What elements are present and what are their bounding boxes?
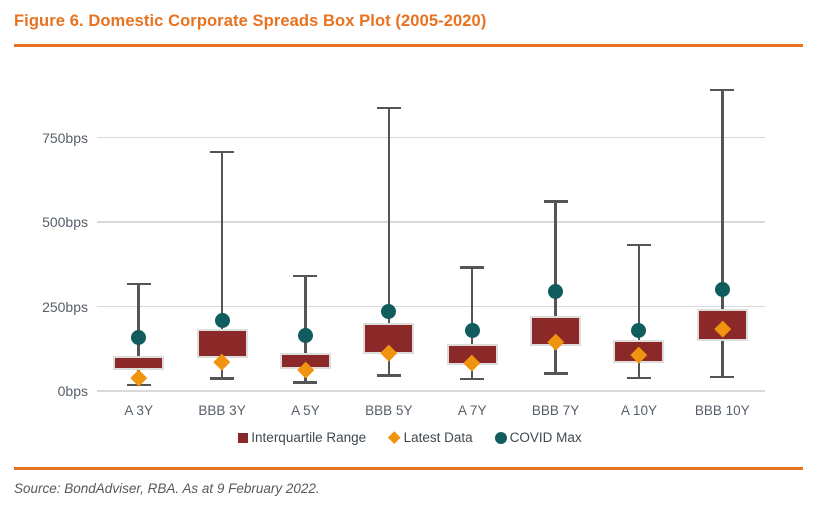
y-axis-tick-label: 750bps — [42, 129, 88, 146]
whisker-cap-min — [626, 376, 651, 380]
whisker-cap-min — [376, 374, 401, 377]
gridline-750bps — [97, 136, 765, 139]
legend-label: COVID Max — [509, 430, 582, 445]
square-legend-icon — [238, 432, 249, 443]
whisker-cap-min — [293, 381, 318, 384]
covid-max-marker-BBB 3Y — [214, 312, 230, 328]
interquartile-box-BBB 3Y — [196, 328, 248, 358]
footer-rule — [14, 467, 803, 470]
y-axis-tick-label: 250bps — [42, 298, 88, 315]
diamond-legend-icon — [388, 431, 401, 444]
whisker-range-BBB 5Y — [387, 107, 391, 376]
covid-max-marker-BBB 5Y — [381, 303, 397, 319]
whisker-cap-max — [460, 266, 485, 269]
whisker-cap-max — [126, 282, 151, 286]
x-axis-label-A 5Y: A 5Y — [291, 403, 320, 418]
title-rule — [14, 44, 803, 47]
y-axis-tick-label: 500bps — [42, 214, 88, 230]
source-note: Source: BondAdviser, RBA. As at 9 Februa… — [14, 481, 320, 496]
chart-legend: Interquartile Range Latest Data COVID Max — [30, 430, 790, 445]
whisker-cap-max — [293, 274, 318, 278]
gridline-250bps — [97, 305, 765, 308]
circle-legend-icon — [494, 431, 507, 444]
whisker-cap-min — [710, 375, 735, 379]
whisker-range-BBB 3Y — [220, 151, 224, 379]
x-axis-label-BBB 7Y: BBB 7Y — [531, 403, 580, 418]
whisker-cap-max — [376, 106, 401, 110]
figure-title: Figure 6. Domestic Corporate Spreads Box… — [14, 12, 487, 30]
legend-label: Interquartile Range — [251, 430, 367, 445]
whisker-range-BBB 10Y — [721, 89, 724, 378]
x-axis-label-BBB 3Y: BBB 3Y — [198, 403, 246, 418]
whisker-cap-min — [460, 377, 485, 381]
legend-item-interquartile-range: Interquartile Range — [238, 430, 366, 445]
x-axis-label-A 3Y: A 3Y — [124, 403, 153, 418]
covid-max-marker-A 10Y — [631, 322, 647, 338]
whisker-cap-max — [543, 200, 568, 203]
whisker-range-A 10Y — [637, 244, 641, 379]
legend-item-covid-max: COVID Max — [494, 430, 582, 445]
whisker-cap-min — [210, 377, 235, 380]
gridline-500bps — [97, 221, 765, 223]
interquartile-box-A 3Y — [113, 355, 165, 370]
covid-max-marker-A 7Y — [464, 322, 480, 338]
legend-label: Latest Data — [403, 430, 473, 445]
whisker-cap-max — [626, 243, 651, 247]
gridline-0bps — [97, 390, 765, 392]
whisker-cap-max — [710, 88, 735, 91]
whisker-cap-max — [210, 150, 235, 154]
whisker-cap-min — [543, 372, 568, 375]
x-axis-label-BBB 5Y: BBB 5Y — [365, 403, 413, 418]
y-axis-tick-label: 0bps — [57, 383, 88, 399]
legend-item-latest-data: Latest Data — [388, 430, 473, 445]
x-axis-label-A 7Y: A 7Y — [457, 403, 487, 418]
covid-max-marker-BBB 7Y — [548, 284, 564, 300]
covid-max-marker-A 5Y — [297, 327, 313, 343]
x-axis-label-BBB 10Y: BBB 10Y — [694, 403, 750, 418]
covid-max-marker-BBB 10Y — [714, 282, 730, 298]
x-axis-label-A 10Y: A 10Y — [620, 403, 657, 418]
covid-max-marker-A 3Y — [131, 330, 147, 346]
